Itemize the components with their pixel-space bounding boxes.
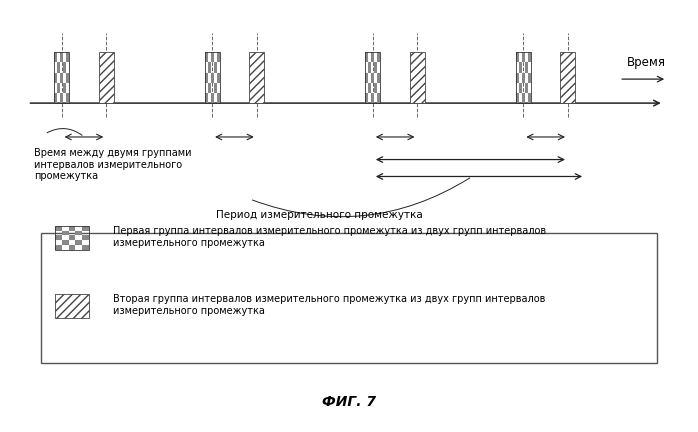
- Bar: [60, 73, 64, 83]
- Bar: [366, 73, 369, 83]
- Text: ФИГ. 7: ФИГ. 7: [322, 395, 376, 409]
- Bar: [369, 83, 371, 93]
- Bar: [378, 73, 380, 83]
- Bar: [55, 226, 89, 250]
- Bar: [516, 52, 531, 103]
- Bar: [64, 83, 66, 93]
- Bar: [208, 63, 211, 73]
- Bar: [211, 73, 214, 83]
- Bar: [211, 52, 214, 63]
- Bar: [60, 93, 64, 103]
- Bar: [68, 235, 75, 240]
- Bar: [75, 231, 82, 235]
- Bar: [371, 93, 374, 103]
- Bar: [66, 73, 69, 83]
- Bar: [516, 93, 519, 103]
- Bar: [214, 83, 216, 93]
- Bar: [366, 52, 380, 103]
- Bar: [54, 52, 57, 63]
- Bar: [54, 52, 69, 103]
- Bar: [216, 73, 220, 83]
- Bar: [525, 63, 528, 73]
- Bar: [68, 226, 75, 231]
- Bar: [522, 93, 525, 103]
- Bar: [211, 93, 214, 103]
- Bar: [371, 52, 374, 63]
- Bar: [528, 52, 531, 63]
- Bar: [516, 52, 519, 63]
- Bar: [68, 245, 75, 250]
- Bar: [82, 226, 89, 231]
- Bar: [98, 52, 114, 103]
- Text: Первая группа интервалов измерительного промежутка из двух групп интервалов
изме: Первая группа интервалов измерительного …: [113, 226, 546, 248]
- Bar: [519, 83, 522, 93]
- Bar: [55, 245, 61, 250]
- Bar: [378, 93, 380, 103]
- Bar: [54, 93, 57, 103]
- Text: Период измерительного промежутка: Период измерительного промежутка: [216, 210, 422, 220]
- Bar: [75, 240, 82, 245]
- Bar: [66, 52, 69, 63]
- Bar: [366, 52, 369, 63]
- Bar: [55, 235, 61, 240]
- Bar: [374, 63, 378, 73]
- Bar: [205, 52, 208, 63]
- Bar: [54, 73, 57, 83]
- Bar: [82, 235, 89, 240]
- Text: Время: Время: [627, 56, 666, 69]
- Bar: [374, 83, 378, 93]
- Bar: [371, 73, 374, 83]
- Bar: [61, 231, 68, 235]
- Bar: [60, 52, 64, 63]
- Bar: [64, 63, 66, 73]
- Bar: [216, 93, 220, 103]
- Bar: [214, 63, 216, 73]
- Bar: [57, 83, 60, 93]
- Bar: [216, 52, 220, 63]
- Bar: [57, 63, 60, 73]
- Bar: [61, 240, 68, 245]
- Bar: [519, 63, 522, 73]
- Text: Время между двумя группами
интервалов измерительного
промежутка: Время между двумя группами интервалов из…: [34, 148, 192, 181]
- Bar: [528, 93, 531, 103]
- Bar: [82, 245, 89, 250]
- Text: Вторая группа интервалов измерительного промежутка из двух групп интервалов
изме: Вторая группа интервалов измерительного …: [113, 294, 545, 316]
- Bar: [208, 83, 211, 93]
- Bar: [55, 294, 89, 318]
- Bar: [528, 73, 531, 83]
- Bar: [366, 93, 369, 103]
- Bar: [560, 52, 575, 103]
- Bar: [522, 52, 525, 63]
- Bar: [66, 93, 69, 103]
- Bar: [205, 93, 208, 103]
- Bar: [516, 73, 519, 83]
- Bar: [525, 83, 528, 93]
- Bar: [41, 233, 657, 363]
- Bar: [522, 73, 525, 83]
- Bar: [249, 52, 264, 103]
- Bar: [369, 63, 371, 73]
- Bar: [205, 52, 220, 103]
- Bar: [205, 73, 208, 83]
- Bar: [378, 52, 380, 63]
- Bar: [55, 226, 61, 231]
- Bar: [410, 52, 425, 103]
